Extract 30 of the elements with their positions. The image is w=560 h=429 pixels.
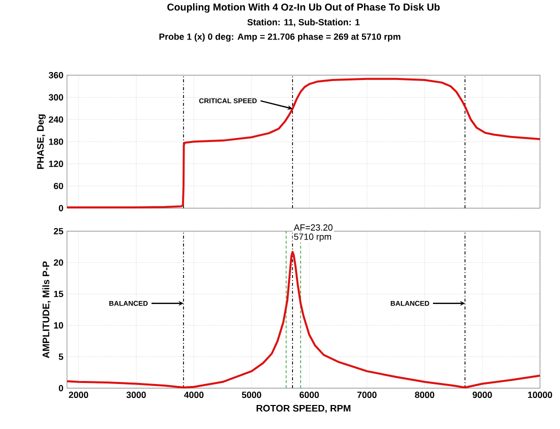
chart-title: Coupling Motion With 4 Oz-In Ub Out of Phase To Disk Ub (167, 3, 440, 13)
y-tick-label: 0 (58, 204, 64, 212)
text: Probe 1 (x) 0 deg: Amp = 21.706 phase = 269 at 5710 rpm (159, 33, 400, 42)
y-tick-label: 180 (49, 138, 64, 145)
x-tick-label: 10000 (528, 392, 552, 398)
annotation: AF=23.20 (294, 224, 333, 231)
y-tick-label: 60 (54, 182, 64, 190)
x-tick-label: 8000 (414, 392, 434, 398)
annotation: 5710 rpm (294, 233, 332, 242)
x-tick-label: 5000 (242, 392, 262, 398)
x-tick-label: 7000 (357, 392, 377, 398)
y-tick-label: 300 (48, 94, 64, 100)
x-tick-label: 4000 (184, 392, 204, 398)
y-tick-label: 20 (54, 259, 64, 266)
x-tick-label: 3000 (126, 392, 146, 398)
y-tick-label: 25 (54, 228, 64, 234)
y-tick-label: 0 (58, 384, 64, 392)
y-tick-label: 120 (49, 160, 64, 167)
y-axis-title: PHASE, Deg (37, 114, 46, 169)
x-tick-label: 9000 (472, 392, 492, 398)
y-tick-label: 15 (54, 290, 64, 298)
y-tick-label: 360 (48, 72, 64, 78)
x-tick-label: 6000 (300, 392, 319, 398)
y-tick-label: 5 (58, 354, 64, 360)
x-tick-label: 2000 (68, 392, 88, 398)
y-axis-title: AMPLITUDE, Mils P-P (42, 261, 51, 358)
chart-subtitle: Station: 11, Sub-Station: 1 (247, 18, 360, 27)
y-tick-label: 240 (48, 116, 64, 123)
y-tick-label: 10 (54, 322, 64, 328)
x-axis-title: ROTOR SPEED, RPM (256, 404, 350, 413)
